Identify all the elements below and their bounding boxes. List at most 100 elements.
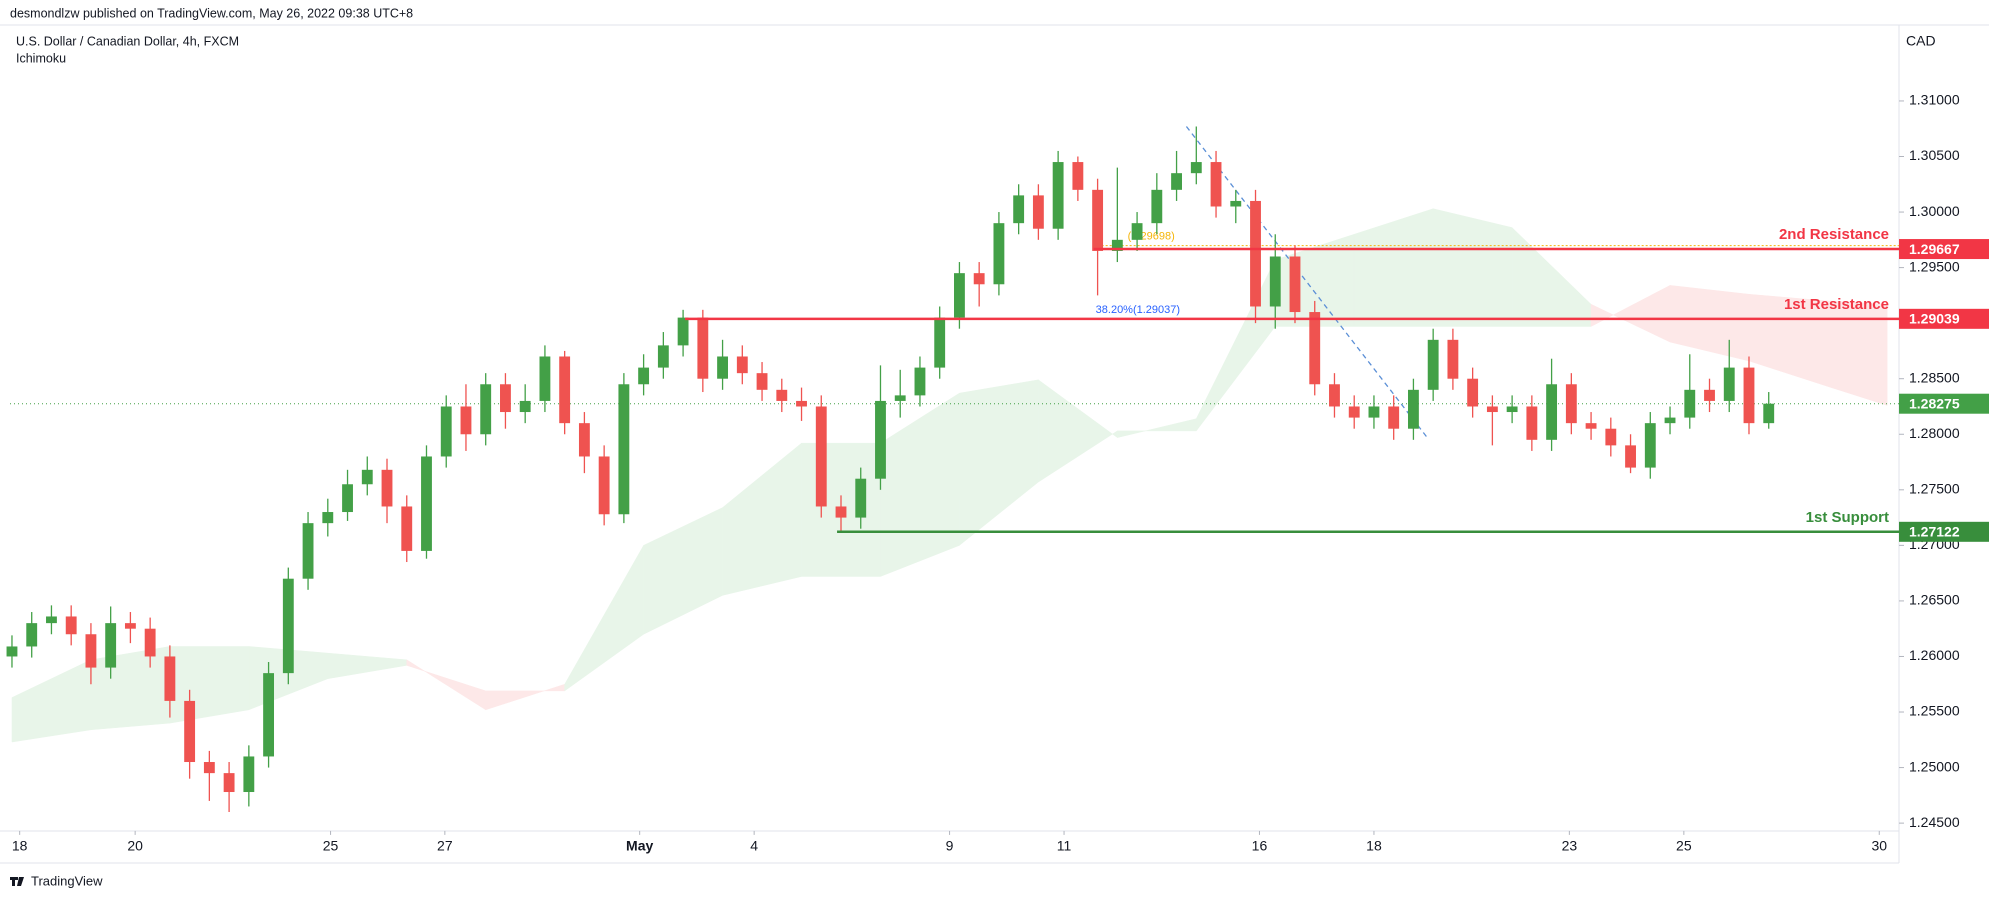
y-tick-label: 1.25000: [1909, 758, 1960, 774]
candle-body: [519, 400, 531, 413]
candle-body: [1171, 173, 1182, 190]
candle-body: [855, 478, 867, 518]
candle-body: [65, 616, 77, 635]
logo-part: [17, 877, 24, 886]
candle-body: [796, 400, 807, 407]
candle-body: [144, 628, 156, 657]
candle-body: [1704, 389, 1715, 401]
candle-body: [1546, 384, 1558, 440]
candle-body: [697, 317, 709, 379]
candle-body: [1605, 428, 1617, 446]
candle-body: [736, 356, 748, 374]
candle-body: [381, 469, 393, 507]
candle-body: [223, 773, 235, 793]
candle-body: [1743, 367, 1755, 424]
candle-body: [1526, 406, 1538, 440]
fib-note: 38.20%(1.29037): [1096, 304, 1180, 316]
x-tick-label: 9: [946, 838, 954, 854]
ichimoku-cloud: [1827, 300, 1888, 406]
x-tick-label: 11: [1057, 838, 1072, 854]
candle-body: [1664, 417, 1676, 424]
candle-body: [954, 273, 965, 318]
ichimoku-cloud: [90, 646, 171, 731]
candle-body: [1230, 200, 1242, 207]
symbol-title: U.S. Dollar / Canadian Dollar, 4h, FXCM: [16, 34, 239, 48]
candle-body: [1427, 339, 1439, 390]
candle-body: [934, 317, 946, 368]
candle-body: [164, 656, 176, 701]
candle-body: [184, 700, 196, 763]
candle-body: [282, 578, 294, 674]
candle-body: [993, 223, 1005, 285]
candle-body: [1763, 403, 1775, 424]
candle-body: [322, 512, 334, 524]
candle-body: [1250, 200, 1261, 307]
candle-body: [1131, 223, 1143, 240]
candle-body: [105, 623, 117, 668]
price-badge-label: 1.27122: [1909, 524, 1960, 540]
price-badge-label: 1.29039: [1909, 311, 1960, 327]
level-name: 1st Resistance: [1784, 296, 1889, 313]
candle-body: [26, 623, 38, 647]
y-tick-label: 1.25500: [1909, 703, 1960, 719]
candle-body: [361, 469, 373, 485]
candle-body: [440, 406, 452, 457]
x-tick-label: 25: [1676, 838, 1692, 854]
candle-body: [1092, 189, 1104, 251]
logo-part: [12, 877, 15, 886]
candle-body: [203, 762, 215, 774]
candle-body: [657, 345, 669, 368]
candle-body: [1625, 445, 1636, 468]
candle-body: [421, 456, 432, 551]
candle-body: [1052, 162, 1064, 229]
candle-body: [124, 623, 136, 629]
candle-body: [598, 456, 610, 515]
candle-body: [6, 646, 18, 657]
y-tick-label: 1.29500: [1909, 258, 1960, 274]
level-name: 2nd Resistance: [1779, 226, 1889, 243]
candle-body: [1368, 406, 1380, 418]
candle-body: [1309, 312, 1321, 385]
candle-body: [1032, 195, 1044, 229]
candle-body: [578, 423, 590, 457]
x-tick-label: 30: [1871, 838, 1887, 854]
candle-body: [914, 367, 926, 396]
x-tick-label: 18: [12, 838, 28, 854]
candle-body: [460, 406, 472, 435]
x-tick-label: 4: [750, 838, 758, 854]
candle-body: [302, 523, 314, 579]
candle-body: [1269, 256, 1281, 307]
y-tick-label: 1.28500: [1909, 369, 1960, 385]
candle-body: [1585, 423, 1597, 429]
x-tick-label: 27: [437, 838, 453, 854]
candle-body: [1329, 384, 1340, 407]
candle-body: [1565, 384, 1577, 424]
y-tick-label: 1.28000: [1909, 425, 1960, 441]
ichimoku-cloud: [169, 646, 250, 724]
candle-body: [1210, 162, 1222, 207]
candle-body: [815, 406, 827, 507]
price-badge: [1899, 393, 1989, 414]
tv-logo: [10, 877, 24, 886]
candle-body: [1447, 339, 1459, 379]
candle-body: [539, 356, 551, 401]
y-tick-label: 1.26000: [1909, 647, 1960, 663]
candle-body: [1013, 195, 1025, 224]
candle-body: [835, 506, 847, 518]
price-badge: [1899, 308, 1989, 329]
x-tick-label: 20: [127, 838, 143, 854]
candle-body: [559, 356, 571, 424]
candle-body: [263, 673, 275, 757]
price-badge: [1899, 521, 1989, 542]
candle-body: [677, 317, 689, 346]
candle-body: [1072, 162, 1084, 190]
candle-body: [46, 616, 57, 624]
candle-body: [85, 634, 97, 668]
candle-body: [1348, 406, 1360, 418]
candle-body: [500, 384, 511, 413]
ichimoku-cloud: [1432, 208, 1513, 327]
candle-body: [1506, 406, 1518, 413]
y-tick-label: 1.31000: [1909, 92, 1960, 108]
x-tick-label: 18: [1366, 838, 1382, 854]
price-badge: [1899, 239, 1989, 260]
